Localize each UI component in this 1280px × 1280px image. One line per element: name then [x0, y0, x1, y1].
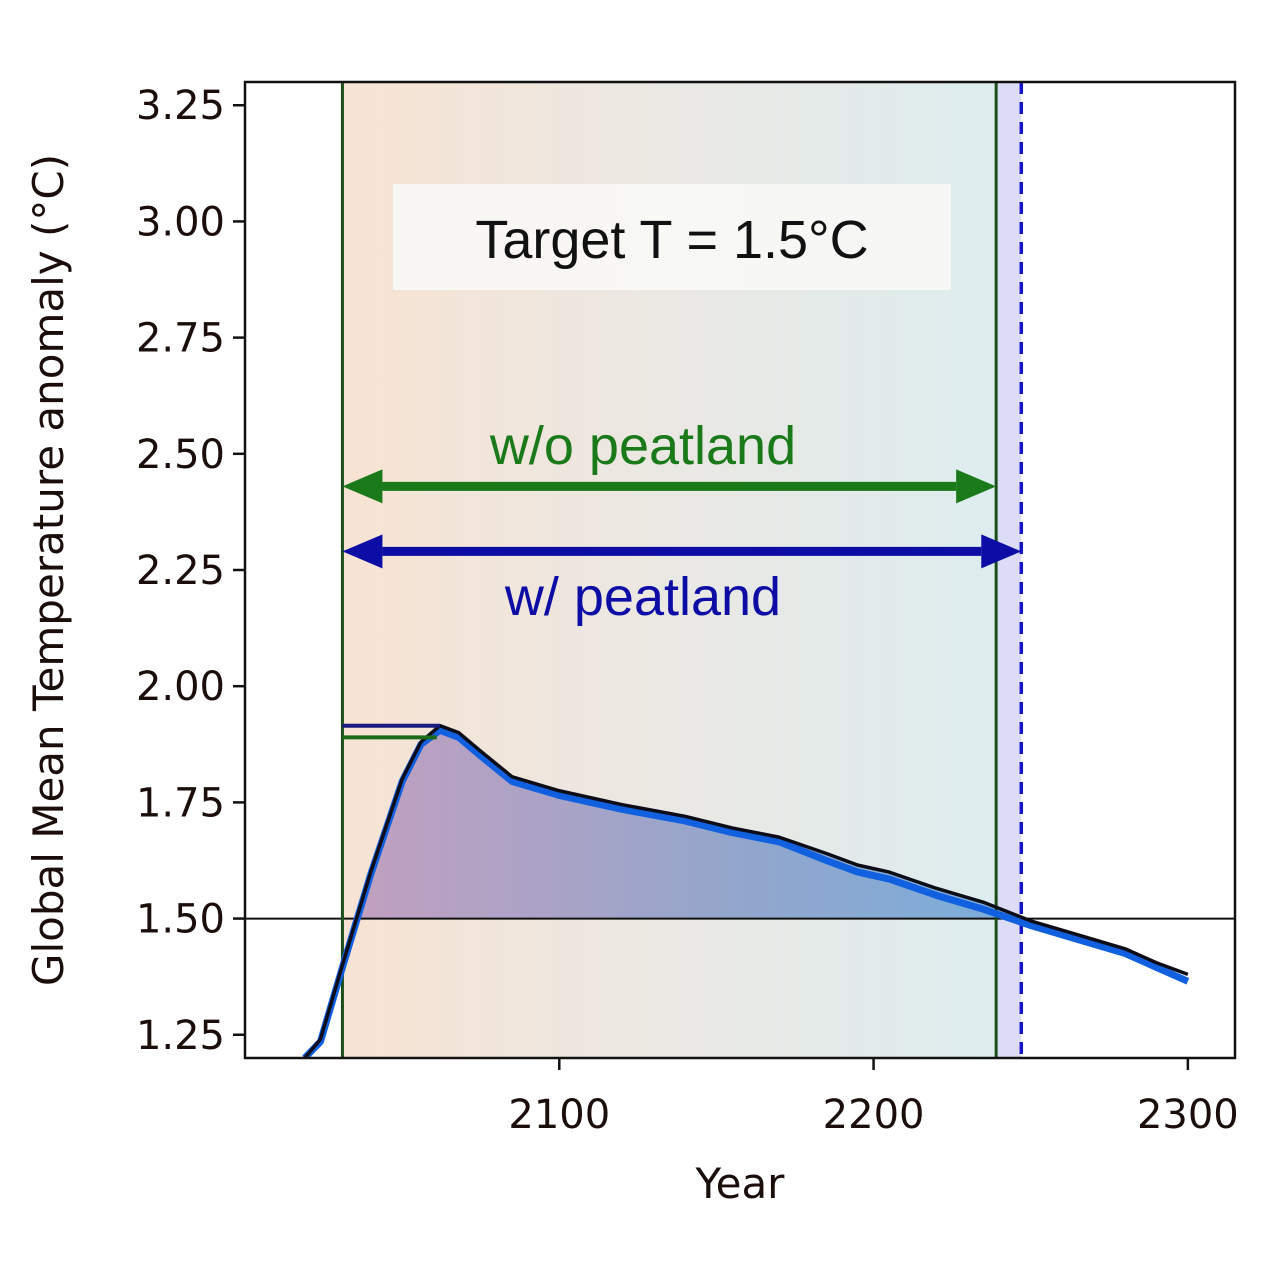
x-axis-label: Year [695, 1159, 786, 1208]
y-tick-label-8: 3.25 [136, 83, 225, 129]
label-with-peatland: w/ peatland [504, 567, 781, 627]
y-tick-label-5: 2.50 [136, 432, 225, 478]
extension-window-shading [996, 82, 1022, 1058]
target-box [393, 184, 951, 290]
y-tick-label-4: 2.25 [136, 548, 225, 594]
y-tick-label-2: 1.75 [136, 780, 225, 826]
y-axis-label: Global Mean Temperature anomaly (°C) [24, 154, 73, 986]
x-tick-label-0: 2100 [508, 1092, 610, 1138]
arrow-with-peatland-head-right [981, 534, 1022, 569]
y-tick-label-0: 1.25 [136, 1013, 225, 1059]
series-line-1 [303, 723, 1189, 1058]
y-tick-label-1: 1.50 [136, 897, 225, 943]
arrow-without-peatland-head-right [956, 469, 997, 504]
x-tick-label-1: 2200 [823, 1092, 925, 1138]
arrow-with-peatland-head-left [342, 534, 383, 569]
label-without-peatland: w/o peatland [489, 416, 796, 476]
arrow-without-peatland-head-left [342, 469, 383, 504]
y-tick-label-6: 2.75 [136, 316, 225, 362]
target-box-text: Target T = 1.5°C [475, 210, 868, 270]
x-tick-label-2: 2300 [1137, 1092, 1239, 1138]
y-tick-label-3: 2.00 [136, 664, 225, 710]
y-tick-label-7: 3.00 [136, 199, 225, 245]
